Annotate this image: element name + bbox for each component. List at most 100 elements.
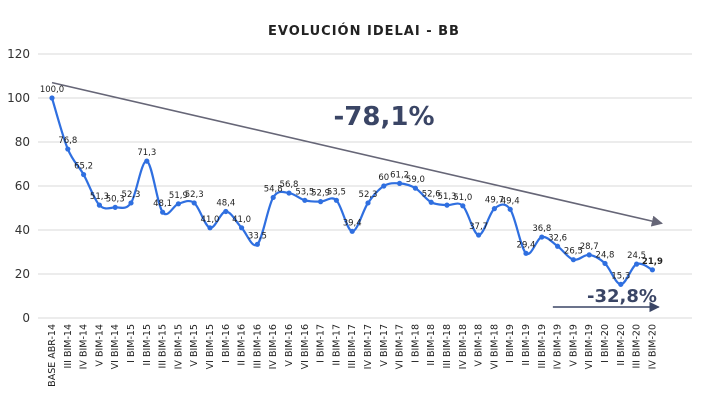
data-label: 51,0: [453, 193, 472, 203]
x-tick-label: I BIM-18: [410, 324, 421, 363]
data-point: [175, 201, 181, 207]
data-point: [144, 158, 150, 164]
x-tick-label: I BIM-20: [600, 324, 611, 363]
x-tick-label: V BIM-14: [94, 324, 105, 367]
x-tick-label: VI BIM-15: [205, 324, 216, 369]
data-point: [428, 199, 434, 205]
data-point: [112, 204, 118, 210]
data-label: 76,8: [58, 136, 77, 146]
data-label: 41,0: [201, 215, 220, 225]
x-tick-label: IV BIM-16: [268, 324, 279, 369]
data-label: 61,2: [390, 170, 409, 180]
data-point: [397, 180, 403, 186]
x-tick-label: III BIM-20: [632, 324, 643, 368]
data-point: [333, 197, 339, 203]
data-label: 49,7: [485, 196, 504, 206]
x-tick-label: IV BIM-19: [553, 324, 564, 369]
data-label: 60: [378, 173, 389, 183]
x-tick-label: VI BIM-18: [489, 324, 500, 369]
data-label: 71,3: [137, 148, 156, 158]
data-point: [444, 202, 450, 208]
x-tick-label: BASE ABR-14: [47, 324, 58, 387]
data-point: [523, 250, 529, 256]
x-tick-label: II BIM-16: [237, 324, 248, 366]
data-label: 41,0: [232, 215, 251, 225]
x-tick-label: VI BIM-17: [395, 324, 406, 369]
x-tick-label: IV BIM-18: [458, 324, 469, 369]
x-tick-label: II BIM-20: [616, 324, 627, 366]
x-tick-label: II BIM-19: [521, 324, 532, 366]
data-point: [365, 200, 371, 206]
data-label: 52,6: [422, 189, 441, 199]
data-label: 51,9: [169, 191, 188, 201]
data-label: 24,8: [596, 250, 615, 260]
x-tick-label: V BIM-16: [284, 324, 295, 367]
data-label: 50,3: [106, 194, 125, 204]
data-point: [318, 199, 324, 205]
data-point: [81, 171, 87, 178]
data-label: 33,5: [248, 231, 267, 241]
data-point: [618, 281, 624, 287]
trend-arrow: [51, 81, 663, 227]
data-label: 52,9: [311, 189, 330, 199]
data-label: 51,3: [90, 192, 109, 202]
data-point: [270, 194, 276, 201]
data-label: 48,4: [216, 199, 235, 209]
x-tick-label: I BIM-15: [126, 324, 137, 363]
y-tick-label: 0: [22, 311, 30, 325]
x-tick-label: VI BIM-19: [584, 324, 595, 369]
data-point: [634, 261, 640, 267]
data-point: [602, 260, 608, 267]
data-point: [460, 203, 466, 209]
data-label: 28,7: [580, 242, 599, 252]
y-tick-label: 20: [15, 267, 30, 281]
data-point: [191, 200, 197, 206]
x-tick-label: II BIM-15: [142, 324, 153, 366]
data-label: 39,4: [343, 218, 362, 228]
data-label: 29,4: [517, 240, 536, 250]
data-point: [302, 197, 308, 203]
y-tick-label: 40: [15, 223, 30, 237]
data-label: 53,5: [327, 187, 346, 197]
data-point: [207, 225, 213, 231]
data-point: [160, 209, 166, 215]
data-label: 36,8: [532, 224, 551, 234]
data-point: [570, 257, 577, 263]
data-point: [381, 183, 387, 189]
x-tick-label: I BIM-17: [316, 324, 327, 363]
data-label: 37,7: [469, 222, 488, 232]
data-label: 32,6: [548, 233, 567, 243]
data-label: 26,5: [564, 247, 583, 257]
x-tick-label: IV BIM-20: [647, 324, 658, 369]
data-point: [128, 200, 134, 206]
data-point: [49, 95, 55, 101]
x-tick-label: III BIM-15: [158, 324, 169, 368]
x-tick-label: I BIM-19: [505, 324, 516, 363]
data-point: [476, 232, 482, 238]
x-tick-label: V BIM-17: [379, 324, 390, 367]
data-point: [96, 202, 102, 208]
data-label: 52,3: [185, 190, 204, 200]
data-label: 24,5: [627, 251, 646, 261]
x-tick-label: V BIM-18: [474, 324, 485, 367]
data-label: 52,3: [122, 190, 141, 200]
data-point: [507, 206, 513, 212]
x-tick-label: III BIM-19: [537, 324, 548, 368]
x-tick-label: VI BIM-16: [300, 324, 311, 369]
x-tick-label: III BIM-17: [347, 324, 358, 368]
data-point: [239, 225, 245, 231]
range-annotation: -32,8%: [587, 286, 657, 307]
y-tick-label: 120: [7, 47, 30, 61]
data-point: [555, 243, 561, 249]
data-label: 49,4: [501, 196, 520, 206]
trend-annotation: -78,1%: [334, 102, 435, 132]
x-tick-label: V BIM-15: [189, 324, 200, 367]
x-tick-label: IV BIM-17: [363, 324, 374, 369]
data-point: [254, 241, 260, 247]
data-point: [586, 252, 592, 258]
data-label: 48,1: [153, 199, 172, 209]
x-tick-label: I BIM-16: [221, 324, 232, 363]
data-point: [349, 228, 355, 234]
chart-title: EVOLUCIÓN IDELAI - BB: [268, 23, 460, 39]
